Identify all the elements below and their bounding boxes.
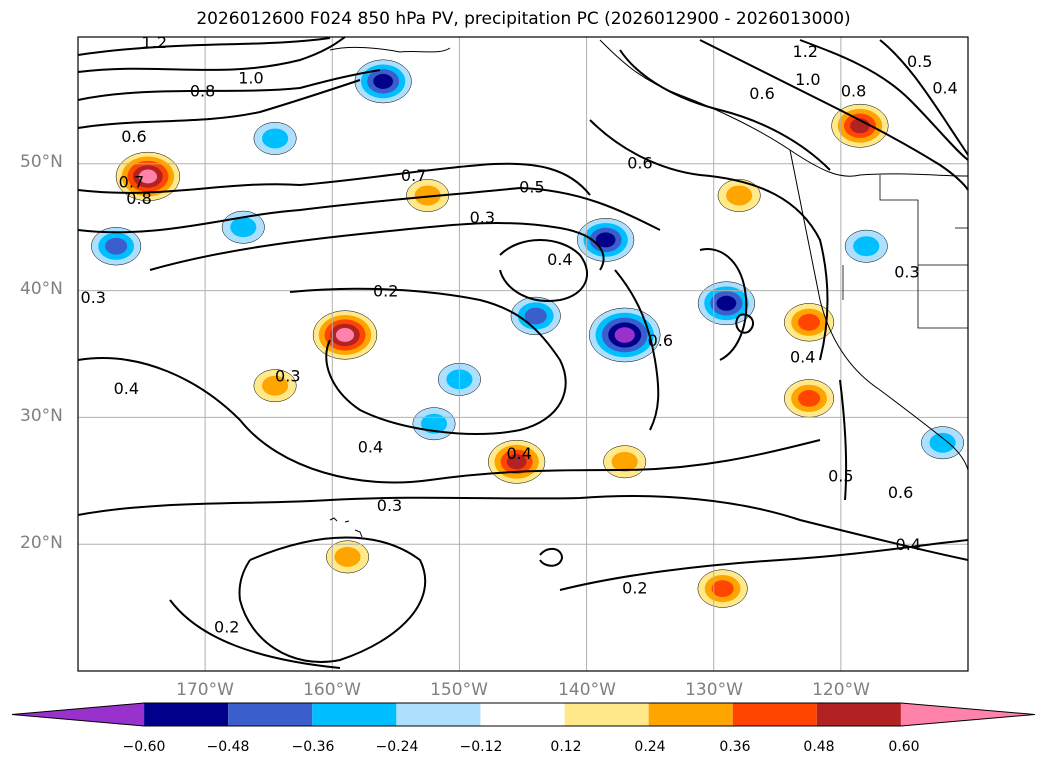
precip-region: [711, 580, 734, 597]
precip-region: [798, 313, 821, 331]
contour-label: 0.6: [121, 127, 146, 146]
contour-label: 0.6: [648, 331, 673, 350]
colorbar-tick: 0.48: [803, 739, 835, 755]
lon-tick-120w: 120°W: [812, 680, 870, 700]
colorbar-segment: [312, 703, 397, 726]
contour-label: 1.0: [795, 70, 820, 89]
contour-label: 0.3: [470, 208, 495, 227]
contour-label: 0.2: [622, 578, 647, 597]
contour-label: 0.3: [275, 367, 300, 386]
map-title: 2026012600 F024 850 hPa PV, precipitatio…: [196, 9, 851, 29]
precip-region: [611, 451, 638, 472]
colorbar-segment: [12, 703, 145, 726]
precip-region: [138, 169, 158, 184]
colorbar-segment: [144, 703, 229, 726]
colorbar-segment: [900, 703, 1035, 726]
precip-region: [334, 546, 361, 567]
contour-labels: 1.21.00.80.60.70.80.30.70.50.30.40.20.60…: [81, 33, 958, 637]
graticule: [78, 37, 968, 671]
precip-region: [524, 307, 547, 325]
contour-label: 0.7: [401, 166, 426, 185]
lon-tick-130w: 130°W: [685, 680, 743, 700]
contour-label: 0.3: [81, 288, 106, 307]
colorbar-segment: [228, 703, 313, 726]
contour-label: 0.7: [119, 173, 144, 192]
contour-label: 0.3: [377, 496, 402, 515]
contour-label: 0.4: [547, 250, 572, 269]
precip-region: [726, 185, 753, 206]
contour-label: 0.8: [190, 81, 215, 100]
colorbar: [11, 702, 1036, 727]
contour-label: 0.5: [907, 52, 932, 71]
precip-region: [929, 432, 956, 453]
lon-tick-140w: 140°W: [558, 680, 616, 700]
lat-tick-40: 40°N: [20, 279, 63, 299]
contour-label: 0.5: [828, 467, 853, 486]
precip-region: [230, 217, 257, 238]
precip-region: [335, 328, 355, 342]
contour-label: 0.3: [894, 263, 919, 282]
contour-label: 0.6: [749, 84, 774, 103]
colorbar-tick: −0.48: [206, 739, 250, 755]
contour-label: 0.8: [841, 81, 866, 100]
contour-label: 0.4: [790, 348, 815, 367]
contour-label: 0.4: [896, 535, 921, 554]
lat-tick-30: 30°N: [20, 406, 63, 426]
contour-label: 0.4: [358, 438, 383, 457]
colorbar-tick: 0.12: [550, 739, 582, 755]
precip-region: [262, 128, 289, 149]
precip-region: [595, 232, 616, 248]
colorbar-segment: [648, 703, 733, 726]
colorbar-tick: 0.36: [719, 739, 751, 755]
pv-contours: [77, 36, 969, 669]
precipitation-layer: [91, 59, 965, 608]
lat-tick-50: 50°N: [20, 152, 63, 172]
contour-label: 0.4: [506, 444, 531, 463]
colorbar-outline: [11, 702, 1036, 727]
colorbar-tick: −0.12: [459, 739, 503, 755]
contour-label: 1.2: [142, 33, 167, 52]
colorbar-tick: 0.60: [888, 739, 920, 755]
precip-region: [506, 454, 527, 470]
precip-region: [716, 295, 737, 311]
contour-label: 0.4: [114, 379, 139, 398]
colorbar-segment: [732, 703, 817, 726]
lat-tick-20: 20°N: [20, 533, 63, 553]
colorbar-segment: [396, 703, 481, 726]
precip-region: [614, 327, 635, 343]
colorbar-segment: [480, 703, 565, 726]
contour-label: 0.4: [932, 79, 957, 98]
lon-tick-150w: 150°W: [430, 680, 488, 700]
colorbar-tick: −0.24: [375, 739, 419, 755]
contour-label: 0.2: [373, 282, 398, 301]
contour-label: 0.2: [214, 618, 239, 637]
colorbar-segment: [564, 703, 649, 726]
precip-region: [105, 237, 128, 255]
contour-label: 1.2: [793, 42, 818, 61]
precip-region: [373, 73, 394, 89]
contour-label: 1.0: [238, 69, 263, 88]
precip-region: [853, 236, 880, 257]
colorbar-tick: 0.24: [634, 739, 666, 755]
colorbar-tick: −0.60: [122, 739, 166, 755]
lon-tick-160w: 160°W: [303, 680, 361, 700]
lon-tick-170w: 170°W: [176, 680, 234, 700]
coastlines: [329, 39, 969, 538]
precip-region: [798, 389, 821, 407]
contour-label: 0.6: [888, 483, 913, 502]
contour-label: 0.6: [627, 154, 652, 173]
map-frame: [77, 36, 969, 672]
contour-label: 0.8: [126, 189, 151, 208]
colorbar-segment: [816, 703, 901, 726]
precip-region: [420, 413, 448, 434]
precip-region: [262, 375, 289, 396]
contour-label: 0.5: [519, 178, 544, 197]
precip-region: [414, 185, 441, 206]
colorbar-tick: −0.36: [291, 739, 335, 755]
